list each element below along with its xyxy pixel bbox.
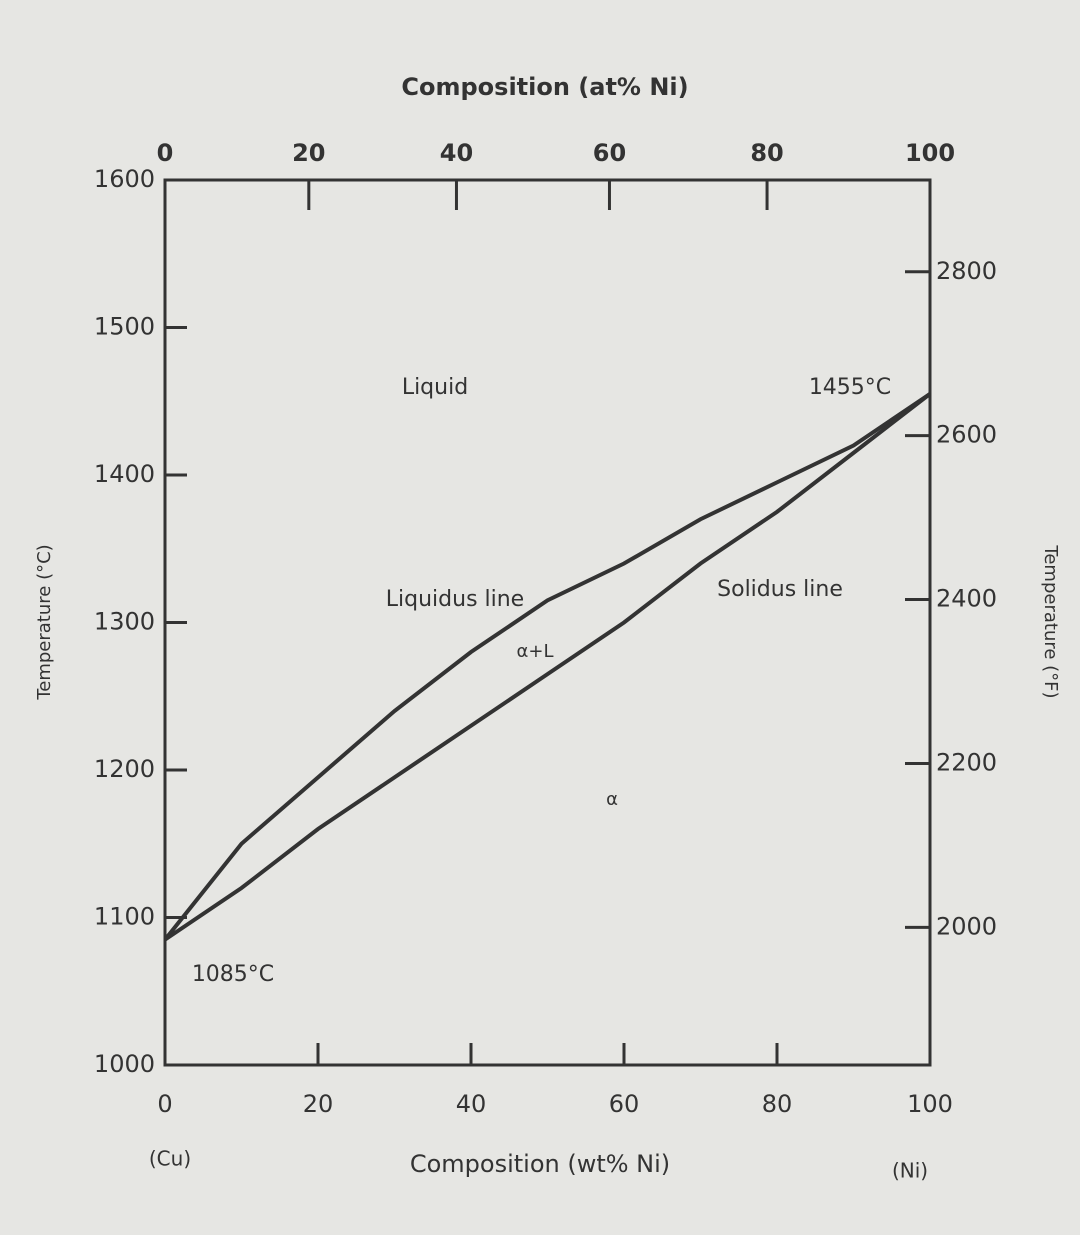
- y-tick-label: 1500: [94, 313, 155, 341]
- x-tick-label: 0: [157, 1090, 172, 1118]
- annotation: Solidus line: [717, 577, 843, 602]
- y2-axis-title: Temperature (°F): [1040, 544, 1061, 698]
- phase-line: [163, 392, 932, 942]
- annotation: 1085°C: [192, 962, 274, 987]
- x2-tick-label: 40: [440, 139, 473, 167]
- annotation: 1455°C: [809, 375, 891, 400]
- annotation: Liquidus line: [386, 587, 524, 612]
- y-tick-label: 1400: [94, 460, 155, 488]
- x2-tick-label: 100: [905, 139, 955, 167]
- endpoint-label: (Cu): [149, 1147, 191, 1171]
- x-tick-label: 60: [609, 1090, 640, 1118]
- y-tick-label: 1000: [94, 1050, 155, 1078]
- y2-tick-label: 2600: [936, 421, 997, 449]
- x-axis-title: Composition (wt% Ni): [410, 1150, 670, 1178]
- annotation: Liquid: [402, 375, 468, 400]
- y-tick-label: 1100: [94, 903, 155, 931]
- y-tick-label: 1600: [94, 165, 155, 193]
- annotation: α+L: [517, 641, 554, 662]
- y2-tick-label: 2800: [936, 257, 997, 285]
- x2-tick-label: 80: [750, 139, 783, 167]
- y-tick-label: 1300: [94, 608, 155, 636]
- x-tick-label: 80: [762, 1090, 793, 1118]
- annotation: α: [606, 789, 618, 810]
- y-tick-label: 1200: [94, 755, 155, 783]
- x-tick-label: 20: [303, 1090, 334, 1118]
- x2-tick-label: 0: [157, 139, 174, 167]
- y-axis-title: Temperature (°C): [34, 544, 55, 700]
- x2-tick-label: 60: [593, 139, 626, 167]
- x-tick-label: 40: [456, 1090, 487, 1118]
- endpoint-label: (Ni): [892, 1159, 928, 1183]
- phase-line: [163, 392, 932, 941]
- y2-tick-label: 2200: [936, 748, 997, 776]
- x-tick-label: 100: [907, 1090, 953, 1118]
- x2-tick-label: 20: [292, 139, 325, 167]
- top-axis-title: Composition (at% Ni): [401, 73, 688, 101]
- y2-tick-label: 2000: [936, 912, 997, 940]
- y2-tick-label: 2400: [936, 585, 997, 613]
